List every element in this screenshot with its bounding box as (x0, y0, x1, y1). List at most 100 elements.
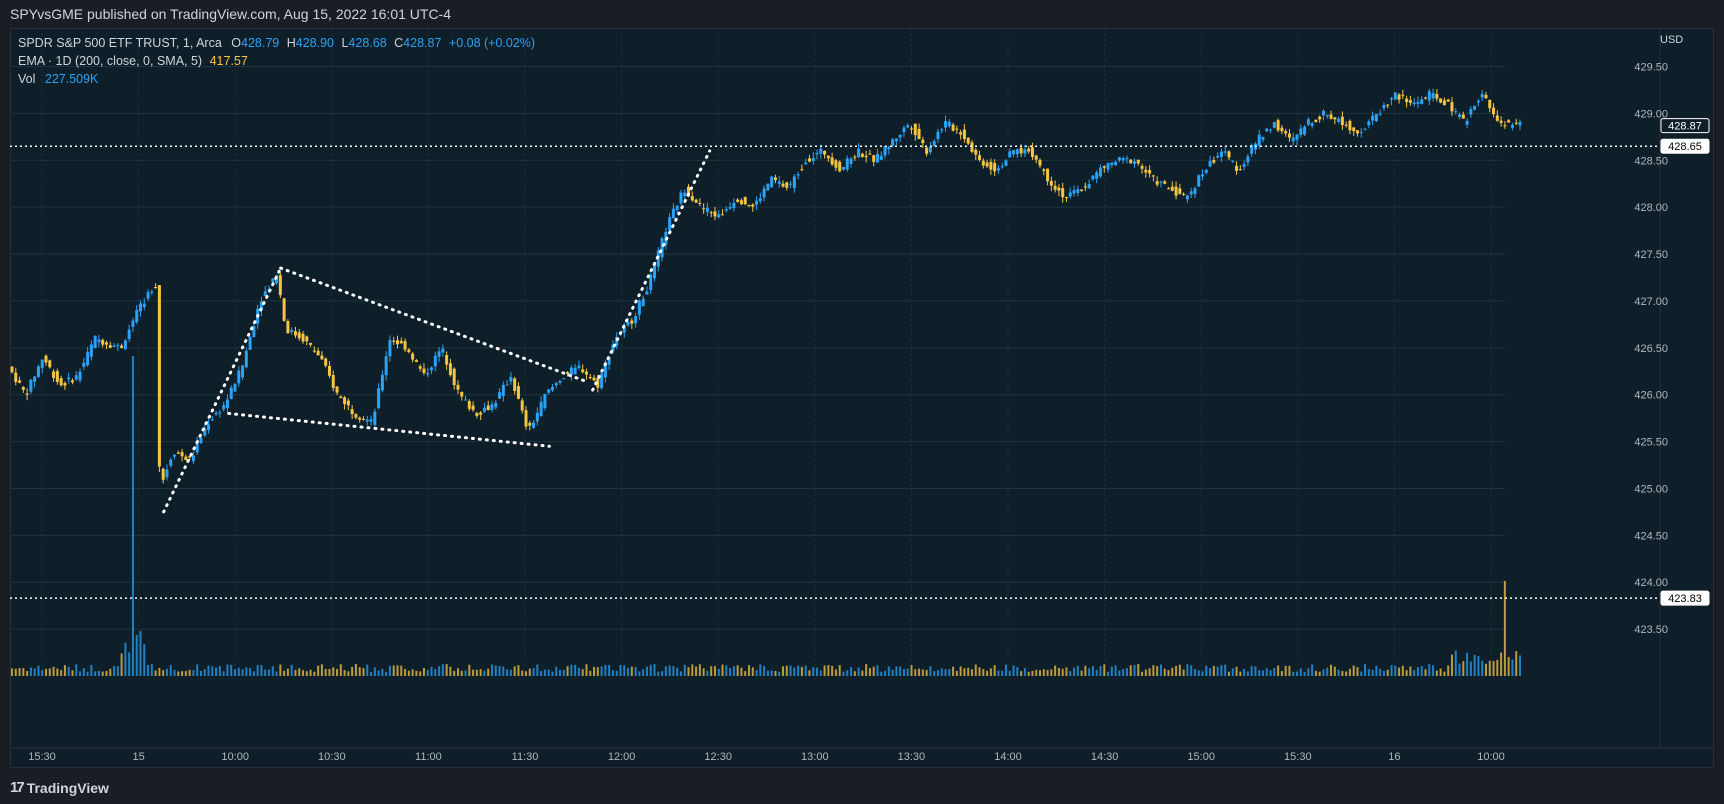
chart-frame[interactable] (10, 28, 1714, 768)
volume-bar (778, 671, 781, 676)
time-axis[interactable]: 15:30 15 10:00 10:30 11:00 11:30 12:00 12:30 13:… (28, 751, 1505, 763)
candle-body (932, 141, 936, 146)
volume-bar (1299, 668, 1302, 676)
candle-body (1299, 128, 1303, 135)
candle-body (271, 278, 275, 283)
candle-body (838, 161, 842, 172)
volume-bar (1137, 664, 1140, 676)
volume-bar (819, 670, 822, 676)
candle-body (437, 351, 441, 357)
volume-label[interactable]: Vol (18, 72, 36, 86)
candle-body (1473, 105, 1477, 110)
volume-bar (963, 668, 966, 676)
candle-body (263, 291, 267, 296)
candle-body (524, 410, 528, 427)
candle-body (1061, 188, 1065, 198)
volume-bar (1519, 655, 1521, 676)
candle-body (1257, 134, 1261, 146)
candle-body (687, 186, 691, 197)
volume-bar (691, 664, 694, 676)
candle-body (1132, 161, 1136, 164)
volume-bar (816, 667, 819, 676)
candle-body (596, 378, 600, 388)
candle-body (346, 400, 350, 406)
volume-bar (751, 667, 754, 676)
volume-bar (1190, 665, 1193, 676)
candle-body (898, 134, 902, 138)
volume-bar (1500, 652, 1503, 676)
volume-bar (967, 667, 970, 676)
candle-body (1227, 151, 1231, 158)
volume-bar (320, 664, 323, 676)
volume-bar (317, 665, 320, 676)
volume-bar (528, 668, 531, 676)
candle-body (33, 376, 37, 382)
volume-bar (1095, 669, 1098, 676)
candle-body (1363, 128, 1367, 130)
volume-bar (479, 669, 482, 676)
candle-body (1461, 114, 1465, 119)
candle-body (1170, 186, 1174, 191)
volume-bar (1515, 651, 1518, 676)
volume-bar (199, 670, 202, 676)
volume-bar (407, 670, 410, 676)
volume-bar (1496, 659, 1499, 676)
volume-bar (615, 670, 618, 676)
price-axis[interactable]: 429.50 429.00 428.50 428.00 427.50 427.00 426.… (1634, 62, 1710, 637)
volume-bar (770, 670, 773, 676)
candle-body (1408, 100, 1412, 103)
volume-bar (521, 670, 524, 676)
volume-bar (483, 670, 486, 676)
y-tick-label: 427.00 (1634, 296, 1668, 308)
candle-body (728, 207, 732, 209)
candle-body (93, 336, 97, 349)
candle-body (282, 298, 286, 321)
candle-body (1167, 188, 1171, 190)
candle-body (940, 129, 944, 131)
volume-bar (1216, 666, 1219, 676)
volume-bar (124, 642, 127, 676)
candle-body (1374, 113, 1378, 122)
volume-bar (884, 670, 887, 676)
price-label-text: 423.83 (1668, 593, 1702, 605)
volume-bar (763, 665, 766, 676)
candle-body (1080, 189, 1084, 191)
candle-body (123, 340, 127, 350)
candle-body (339, 396, 343, 399)
volume-bar (1277, 665, 1280, 676)
candle-body (1068, 192, 1072, 197)
y-tick-label: 427.50 (1634, 249, 1668, 261)
candle-body (566, 371, 570, 374)
symbol-name[interactable]: SPDR S&P 500 ETF TRUST, 1, Arca (18, 36, 222, 50)
candle-body (467, 400, 471, 409)
candle-body (154, 287, 158, 289)
volume-bar (1073, 667, 1076, 676)
currency-label[interactable]: USD (1660, 34, 1684, 46)
volume-bar (139, 631, 142, 676)
volume-bar (721, 664, 724, 676)
candle-body (1185, 195, 1189, 200)
candle-body (1201, 174, 1205, 177)
volume-bar (713, 666, 716, 676)
candlesticks (10, 88, 1522, 484)
candle-body (316, 350, 320, 356)
candle-body (1261, 136, 1265, 140)
candle-body (558, 381, 562, 383)
candle-body (626, 321, 630, 326)
candle-body (649, 274, 653, 291)
tradingview-logo[interactable]: 17 TradingView (10, 772, 109, 804)
volume-bar (1065, 667, 1068, 676)
volume-bar (1227, 671, 1230, 676)
volume-bar (853, 671, 856, 676)
volume-bar (740, 667, 743, 676)
price-chart[interactable]: 429.50 429.00 428.50 428.00 427.50 427.00 426.… (0, 0, 1724, 772)
candle-body (55, 371, 59, 382)
trendline-drawings[interactable] (162, 149, 712, 514)
x-tick-label: 12:30 (704, 751, 732, 763)
volume-bar (1035, 669, 1038, 676)
ema-label[interactable]: EMA · 1D (200, close, 0, SMA, 5) (18, 54, 203, 68)
candle-body (131, 320, 135, 327)
candle-body (947, 121, 951, 127)
volume-bar (464, 670, 467, 676)
volume-bar (899, 666, 902, 676)
